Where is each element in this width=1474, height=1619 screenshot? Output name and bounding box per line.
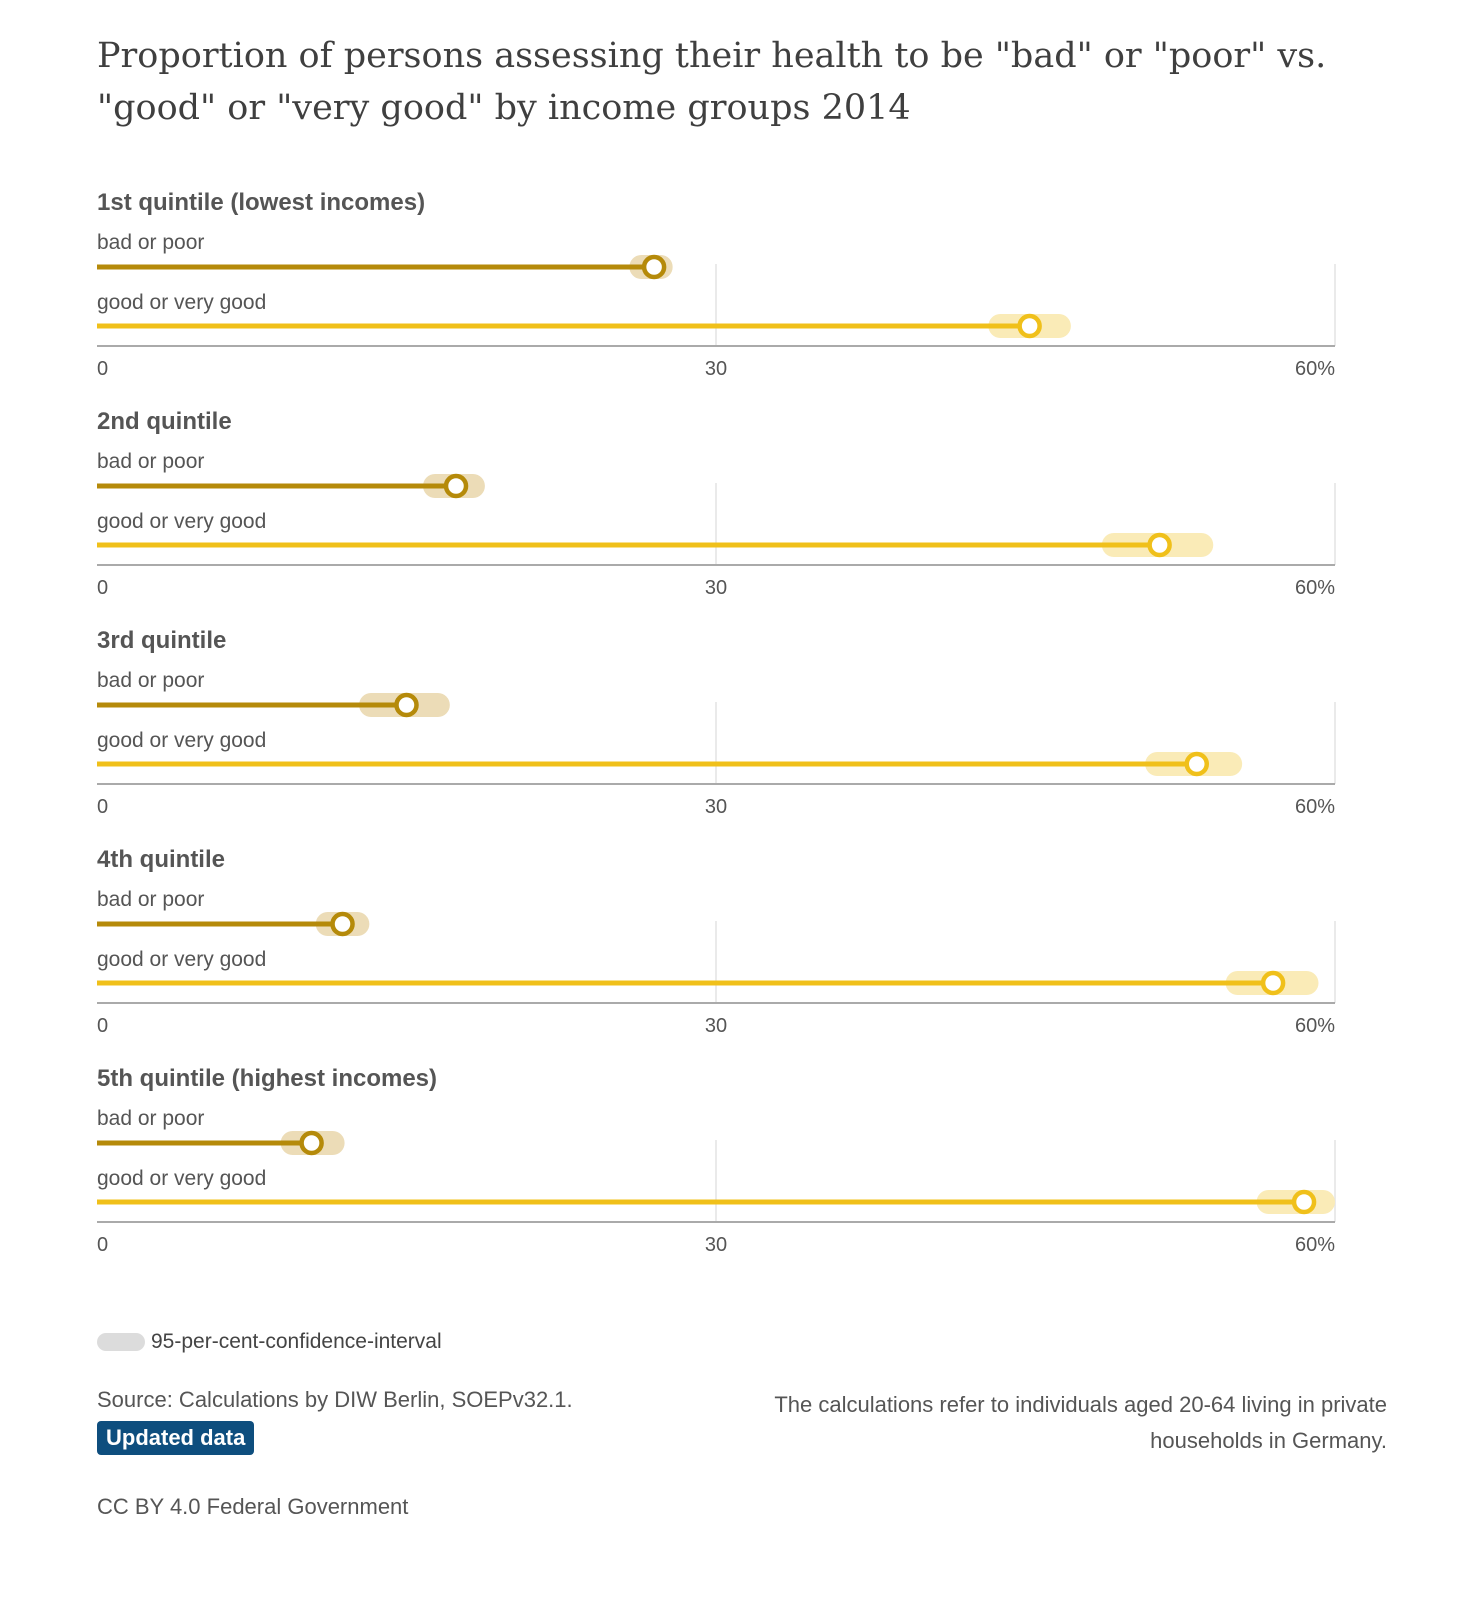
x-tick-label: 30 [705, 1015, 727, 1037]
panel-title: 3rd quintile [97, 627, 226, 654]
quintile-panel: 3rd quintile bad or poor good or very good… [97, 627, 1336, 818]
x-tick-label: 0 [97, 577, 108, 599]
series-label: good or very good [97, 948, 266, 971]
source-text: Source: Calculations by DIW Berlin, SOEP… [97, 1387, 573, 1412]
value-dot [394, 692, 419, 718]
panel-title: 5th quintile (highest incomes) [97, 1065, 437, 1092]
value-dot [443, 473, 469, 499]
series-label: good or very good [97, 729, 266, 752]
x-tick-label: 60% [1295, 1234, 1335, 1256]
updated-data-badge[interactable]: Updated data [97, 1421, 255, 1455]
x-tick-label: 0 [97, 1234, 108, 1256]
series-label: good or very good [97, 510, 266, 533]
series-label: bad or poor [97, 450, 204, 473]
footnote: The calculations refer to individuals ag… [774, 1392, 1387, 1453]
value-dot [299, 1130, 324, 1156]
x-tick-label: 60% [1295, 796, 1335, 818]
x-tick-label: 0 [97, 358, 108, 380]
x-tick-label: 30 [705, 1234, 727, 1256]
panel-title: 2nd quintile [97, 408, 232, 435]
value-dot [1260, 970, 1286, 996]
legend: 95-per-cent-confidence-interval [97, 1327, 442, 1357]
license-text: CC BY 4.0 Federal Government [97, 1494, 409, 1519]
x-tick-label: 30 [705, 796, 727, 818]
x-tick-label: 30 [705, 577, 727, 599]
value-dot [330, 911, 355, 937]
x-tick-label: 0 [97, 1015, 108, 1037]
chart-title: Proportion of persons assessing their he… [97, 36, 1327, 128]
value-dot [641, 254, 667, 280]
value-dot [1017, 313, 1042, 339]
x-tick-label: 60% [1295, 1015, 1335, 1037]
x-tick-label: 30 [705, 358, 727, 380]
value-dot [1291, 1189, 1317, 1215]
value-dot [1184, 751, 1210, 777]
legend-label: 95-per-cent-confidence-interval [151, 1330, 442, 1353]
x-tick-label: 60% [1295, 577, 1335, 599]
panel-title: 1st quintile (lowest incomes) [97, 189, 425, 216]
x-tick-label: 60% [1295, 358, 1335, 380]
confidence-interval-swatch [97, 1333, 145, 1351]
series-label: good or very good [97, 1167, 266, 1190]
series-label: good or very good [97, 291, 266, 314]
series-label: bad or poor [97, 888, 204, 911]
dot-range-chart: 1st quintile (lowest incomes) bad or poor… [97, 189, 1336, 1256]
quintile-panel: 1st quintile (lowest incomes) bad or poor… [97, 189, 1336, 380]
quintile-panel: 4th quintile bad or poor good or very good… [97, 846, 1336, 1037]
quintile-panel: 5th quintile (highest incomes) bad or poo… [97, 1065, 1336, 1256]
series-label: bad or poor [97, 1107, 204, 1130]
panel-title: 4th quintile [97, 846, 225, 873]
value-dot [1147, 532, 1172, 558]
series-label: bad or poor [97, 231, 204, 254]
quintile-panel: 2nd quintile bad or poor good or very good… [97, 408, 1336, 599]
x-tick-label: 0 [97, 796, 108, 818]
series-label: bad or poor [97, 669, 204, 692]
